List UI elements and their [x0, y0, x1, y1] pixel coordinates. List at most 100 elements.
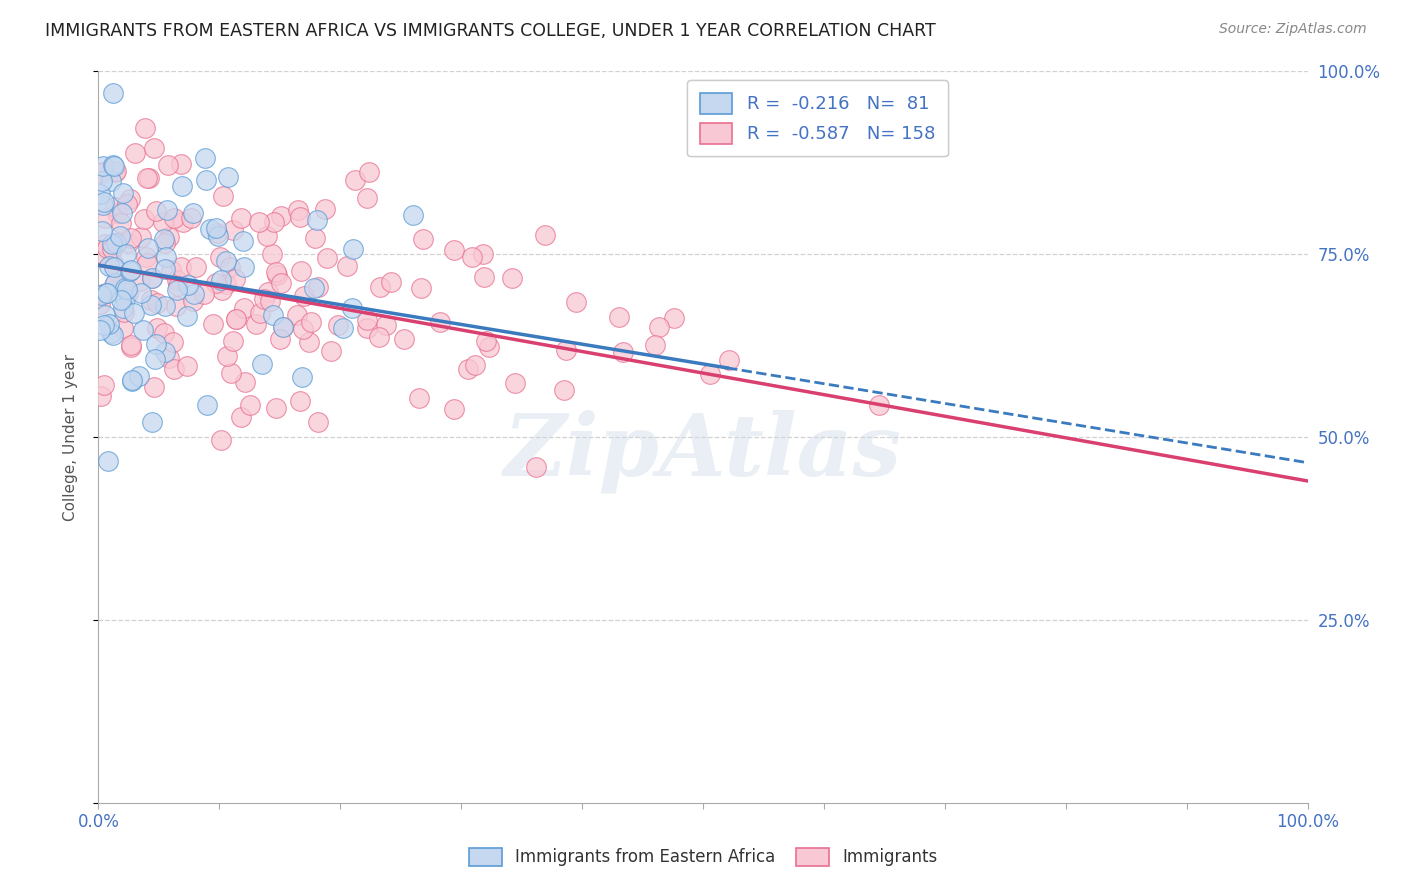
Point: [648, 320, 671, 334]
Point: [256, 229, 278, 244]
Point: [270, 209, 292, 223]
Point: [172, 215, 194, 229]
Point: [472, 270, 495, 285]
Point: [146, 321, 169, 335]
Point: [186, 260, 208, 274]
Point: [533, 227, 555, 242]
Point: [209, 433, 232, 447]
Point: [103, 158, 125, 172]
Point: [219, 260, 242, 275]
Point: [356, 190, 378, 204]
Point: [104, 236, 127, 251]
Point: [121, 373, 143, 387]
Point: [288, 393, 311, 408]
Point: [247, 215, 270, 229]
Point: [157, 351, 180, 366]
Point: [120, 340, 142, 354]
Point: [101, 87, 124, 101]
Point: [141, 271, 163, 285]
Point: [209, 272, 232, 286]
Point: [112, 320, 135, 334]
Point: [122, 306, 145, 320]
Point: [269, 332, 291, 346]
Point: [290, 263, 312, 277]
Point: [375, 318, 398, 332]
Point: [307, 280, 329, 294]
Point: [257, 285, 280, 299]
Point: [478, 341, 501, 355]
Point: [153, 326, 176, 340]
Point: [131, 323, 153, 337]
Point: [217, 169, 239, 184]
Point: [202, 317, 225, 331]
Point: [609, 310, 631, 324]
Point: [180, 211, 202, 225]
Point: [328, 318, 350, 332]
Point: [152, 232, 174, 246]
Point: [316, 251, 339, 265]
Point: [124, 145, 146, 160]
Point: [98, 259, 121, 273]
Point: [273, 320, 295, 334]
Point: [262, 308, 284, 322]
Point: [114, 247, 136, 261]
Point: [97, 454, 120, 468]
Text: Source: ZipAtlas.com: Source: ZipAtlas.com: [1219, 22, 1367, 37]
Point: [103, 277, 125, 291]
Point: [229, 211, 252, 226]
Point: [152, 215, 174, 229]
Point: [314, 202, 336, 217]
Point: [193, 287, 215, 301]
Point: [117, 236, 139, 251]
Point: [215, 254, 238, 268]
Point: [443, 243, 465, 257]
Point: [136, 241, 159, 255]
Point: [120, 262, 142, 277]
Point: [233, 375, 256, 389]
Point: [118, 192, 141, 206]
Point: [112, 301, 135, 316]
Point: [380, 275, 402, 289]
Point: [356, 321, 378, 335]
Point: [103, 159, 125, 173]
Point: [163, 361, 186, 376]
Point: [302, 280, 325, 294]
Point: [472, 247, 495, 261]
Point: [94, 308, 117, 322]
Point: [96, 242, 118, 256]
Point: [368, 329, 391, 343]
Point: [156, 203, 179, 218]
Point: [166, 273, 188, 287]
Point: [662, 310, 685, 325]
Point: [157, 230, 180, 244]
Point: [343, 172, 366, 186]
Point: [263, 214, 285, 228]
Point: [143, 351, 166, 366]
Point: [129, 286, 152, 301]
Point: [134, 120, 156, 135]
Point: [101, 237, 124, 252]
Point: [167, 279, 190, 293]
Point: [250, 358, 273, 372]
Point: [103, 256, 125, 270]
Point: [212, 188, 235, 202]
Point: [194, 151, 217, 165]
Point: [225, 311, 247, 326]
Point: [225, 312, 247, 326]
Point: [356, 313, 378, 327]
Point: [524, 460, 547, 475]
Point: [96, 286, 118, 301]
Point: [259, 294, 281, 309]
Point: [115, 197, 138, 211]
Point: [252, 292, 274, 306]
Point: [104, 163, 127, 178]
Point: [408, 391, 430, 405]
Point: [136, 171, 159, 186]
Point: [105, 206, 128, 220]
Point: [114, 281, 136, 295]
Point: [101, 242, 124, 256]
Point: [121, 374, 143, 388]
Point: [222, 223, 245, 237]
Point: [475, 334, 498, 348]
Point: [208, 251, 231, 265]
